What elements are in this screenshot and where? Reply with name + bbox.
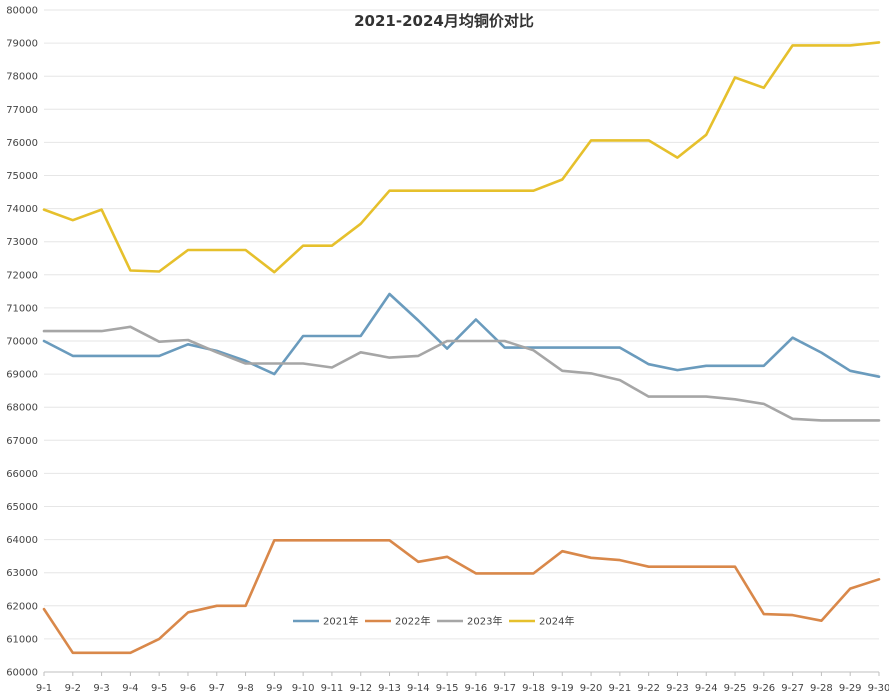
- x-axis-ticks: 9-1 9-2 9-3 9-4 9-5 9-6 9-7 9-8 9-9 9-10 9-11 9-12 9…: [36, 672, 889, 694]
- x-tick-label: 9-12: [349, 683, 372, 694]
- y-tick-label: 80000: [6, 6, 38, 17]
- x-tick-label: 9-21: [609, 683, 632, 694]
- x-tick-label: 9-24: [695, 683, 718, 694]
- series-line: [42, 538, 881, 655]
- legend-item: 2021年: [293, 615, 358, 628]
- y-tick-label: 71000: [6, 303, 38, 314]
- y-tick-label: 76000: [6, 138, 38, 149]
- x-tick-label: 9-8: [237, 683, 253, 694]
- x-tick-label: 9-22: [637, 683, 660, 694]
- legend-label: 2024年: [539, 615, 574, 628]
- chart-title: 2021-2024月均铜价对比: [354, 12, 534, 30]
- series-2: [42, 538, 881, 655]
- series-line: [42, 325, 881, 422]
- x-tick-label: 9-16: [465, 683, 488, 694]
- x-tick-label: 9-28: [810, 683, 833, 694]
- legend-label: 2021年: [323, 615, 358, 628]
- y-tick-label: 64000: [6, 535, 38, 546]
- x-tick-label: 9-10: [292, 683, 315, 694]
- x-tick-label: 9-2: [65, 683, 81, 694]
- x-tick-label: 9-1: [36, 683, 52, 694]
- y-tick-label: 65000: [6, 502, 38, 513]
- legend-item: 2023年: [437, 615, 502, 628]
- x-tick-label: 9-19: [551, 683, 574, 694]
- series-line: [42, 41, 881, 274]
- x-tick-label: 9-3: [93, 683, 109, 694]
- legend-label: 2022年: [395, 615, 430, 628]
- y-tick-label: 69000: [6, 370, 38, 381]
- series-4: [42, 41, 881, 274]
- x-tick-label: 9-6: [180, 683, 196, 694]
- y-tick-label: 63000: [6, 568, 38, 579]
- legend-item: 2024年: [509, 615, 574, 628]
- x-tick-label: 9-29: [839, 683, 862, 694]
- x-tick-label: 9-30: [868, 683, 889, 694]
- y-tick-label: 60000: [6, 668, 38, 679]
- y-tick-label: 72000: [6, 270, 38, 281]
- y-tick-label: 74000: [6, 204, 38, 215]
- y-tick-label: 66000: [6, 469, 38, 480]
- y-axis-ticks: 60000 61000 62000 63000 64000 65000 66000 67000…: [6, 6, 38, 679]
- x-tick-label: 9-11: [321, 683, 344, 694]
- y-tick-label: 68000: [6, 403, 38, 414]
- x-tick-label: 9-18: [522, 683, 545, 694]
- x-tick-label: 9-20: [580, 683, 603, 694]
- x-tick-label: 9-27: [781, 683, 804, 694]
- x-tick-label: 9-25: [724, 683, 747, 694]
- y-tick-label: 77000: [6, 105, 38, 116]
- x-tick-label: 9-17: [493, 683, 516, 694]
- series-lines: [42, 41, 881, 655]
- x-tick-label: 9-13: [378, 683, 401, 694]
- y-tick-label: 79000: [6, 39, 38, 50]
- x-tick-label: 9-9: [266, 683, 282, 694]
- y-tick-label: 61000: [6, 634, 38, 645]
- legend: 2021年 2022年 2023年 2024年: [293, 615, 574, 628]
- x-tick-label: 9-23: [666, 683, 689, 694]
- legend-label: 2023年: [467, 615, 502, 628]
- y-tick-label: 62000: [6, 601, 38, 612]
- y-tick-label: 67000: [6, 436, 38, 447]
- y-tick-label: 70000: [6, 337, 38, 348]
- legend-item: 2022年: [365, 615, 430, 628]
- x-tick-label: 9-4: [122, 683, 138, 694]
- x-tick-label: 9-26: [752, 683, 775, 694]
- x-tick-label: 9-7: [209, 683, 225, 694]
- x-tick-label: 9-15: [436, 683, 459, 694]
- y-tick-label: 78000: [6, 72, 38, 83]
- series-1: [42, 292, 881, 379]
- series-3: [42, 325, 881, 422]
- series-line: [42, 292, 881, 379]
- y-tick-label: 75000: [6, 171, 38, 182]
- y-tick-label: 73000: [6, 237, 38, 248]
- x-tick-label: 9-14: [407, 683, 430, 694]
- x-tick-label: 9-5: [151, 683, 167, 694]
